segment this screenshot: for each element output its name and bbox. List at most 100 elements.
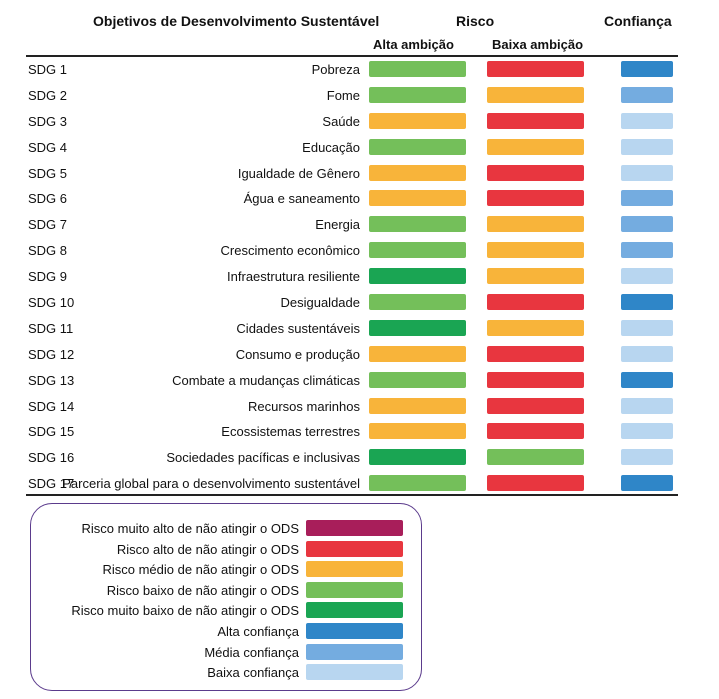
goal-label: Saúde: [322, 113, 360, 129]
table-row: SDG 5 Igualdade de Gênero: [0, 161, 719, 187]
legend-swatch: [306, 540, 403, 557]
confidence-bar: [621, 475, 673, 492]
low-ambition-risk-bar: [487, 345, 584, 362]
high-ambition-risk-bar: [369, 319, 466, 336]
table-row: SDG 15 Ecossistemas terrestres: [0, 419, 719, 445]
low-ambition-risk-bar: [487, 190, 584, 207]
table-row: SDG 10 Desigualdade: [0, 290, 719, 316]
confidence-bar: [621, 164, 673, 181]
sdg-code: SDG 17: [28, 476, 75, 492]
high-ambition-risk-bar: [369, 242, 466, 259]
sdg-code: SDG 7: [28, 217, 68, 233]
legend-label: Risco médio de não atingir o ODS: [102, 562, 299, 578]
sdg-code: SDG 6: [28, 191, 68, 207]
header-rule: [26, 55, 678, 57]
legend-swatch: [306, 581, 403, 598]
high-ambition-risk-bar: [369, 61, 466, 77]
low-ambition-risk-bar: [487, 242, 584, 259]
confidence-bar: [621, 61, 673, 77]
confidence-bar: [621, 294, 673, 311]
table-row: SDG 2 Fome: [0, 83, 719, 109]
confidence-bar: [621, 242, 673, 259]
low-ambition-risk-bar: [487, 371, 584, 388]
goals-column-header: Objetivos de Desenvolvimento Sustentável: [93, 13, 380, 29]
confidence-bar: [621, 345, 673, 362]
confidence-bar: [621, 371, 673, 388]
low-ambition-risk-bar: [487, 216, 584, 233]
low-ambition-risk-bar: [487, 61, 584, 77]
confidence-bar: [621, 138, 673, 155]
sdg-risk-table: SDG 1 Pobreza SDG 2 Fome SDG 3 Saúde SDG 4 Educ…: [0, 57, 719, 497]
table-row: SDG 8 Crescimento econômico: [0, 238, 719, 264]
low-ambition-risk-bar: [487, 112, 584, 129]
table-row: SDG 1 Pobreza: [0, 57, 719, 83]
legend-label: Risco alto de não atingir o ODS: [116, 541, 299, 557]
legend-label: Baixa confiança: [207, 665, 299, 681]
low-ambition-risk-bar: [487, 449, 584, 466]
table-row: SDG 14 Recursos marinhos: [0, 394, 719, 420]
legend-item: Média confiança: [31, 642, 421, 662]
sdg-code: SDG 13: [28, 372, 75, 388]
legend-swatch: [306, 664, 403, 681]
high-ambition-risk-bar: [369, 216, 466, 233]
goal-label: Cidades sustentáveis: [236, 320, 360, 336]
table-row: SDG 13 Combate a mudanças climáticas: [0, 368, 719, 394]
high-ambition-risk-bar: [369, 112, 466, 129]
high-ambition-risk-bar: [369, 138, 466, 155]
sdg-code: SDG 1: [28, 62, 68, 77]
sdg-code: SDG 16: [28, 450, 75, 466]
sdg-code: SDG 15: [28, 424, 75, 440]
high-ambition-subheader: Alta ambição: [373, 37, 454, 52]
legend-swatch: [306, 561, 403, 578]
legend-item: Alta confiança: [31, 621, 421, 641]
confidence-bar: [621, 86, 673, 103]
table-row: SDG 7 Energia: [0, 212, 719, 238]
table-row: SDG 16 Sociedades pacíficas e inclusivas: [0, 445, 719, 471]
goal-label: Consumo e produção: [235, 346, 360, 362]
sdg-code: SDG 9: [28, 269, 68, 285]
confidence-bar: [621, 449, 673, 466]
legend-item: Baixa confiança: [31, 662, 421, 682]
legend-item: Risco alto de não atingir o ODS: [31, 539, 421, 559]
legend-swatch: [306, 643, 403, 660]
legend-swatch: [306, 602, 403, 619]
high-ambition-risk-bar: [369, 423, 466, 440]
low-ambition-risk-bar: [487, 268, 584, 285]
low-ambition-risk-bar: [487, 423, 584, 440]
high-ambition-risk-bar: [369, 164, 466, 181]
goal-label: Ecossistemas terrestres: [221, 424, 360, 440]
goal-label: Água e saneamento: [243, 191, 360, 207]
sdg-code: SDG 12: [28, 346, 75, 362]
goal-label: Energia: [315, 217, 360, 233]
high-ambition-risk-bar: [369, 268, 466, 285]
low-ambition-risk-bar: [487, 138, 584, 155]
high-ambition-risk-bar: [369, 475, 466, 492]
sdg-code: SDG 2: [28, 87, 68, 103]
sdg-code: SDG 4: [28, 139, 68, 155]
goal-label: Educação: [302, 139, 360, 155]
low-ambition-risk-bar: [487, 397, 584, 414]
legend-swatch: [306, 623, 403, 639]
goal-label: Crescimento econômico: [220, 243, 360, 259]
confidence-bar: [621, 216, 673, 233]
legend-label: Média confiança: [204, 644, 299, 660]
table-row: SDG 4 Educação: [0, 135, 719, 161]
legend-item: Risco médio de não atingir o ODS: [31, 559, 421, 579]
goal-label: Parceria global para o desenvolvimento s…: [62, 476, 360, 492]
sdg-code: SDG 10: [28, 295, 75, 311]
legend-box: Risco muito alto de não atingir o ODS Ris…: [30, 503, 422, 691]
legend-item: Risco muito alto de não atingir o ODS: [31, 518, 421, 538]
risk-column-header: Risco: [456, 13, 495, 29]
table-row: SDG 11 Cidades sustentáveis: [0, 316, 719, 342]
legend-item: Risco baixo de não atingir o ODS: [31, 580, 421, 600]
legend-label: Risco muito baixo de não atingir o ODS: [71, 603, 299, 619]
legend-item: Risco muito baixo de não atingir o ODS: [31, 600, 421, 620]
confidence-bar: [621, 268, 673, 285]
high-ambition-risk-bar: [369, 449, 466, 466]
goal-label: Sociedades pacíficas e inclusivas: [166, 450, 360, 466]
low-ambition-risk-bar: [487, 475, 584, 492]
confidence-column-header: Confiança: [604, 13, 672, 29]
low-ambition-risk-bar: [487, 319, 584, 336]
high-ambition-risk-bar: [369, 397, 466, 414]
low-ambition-risk-bar: [487, 86, 584, 103]
